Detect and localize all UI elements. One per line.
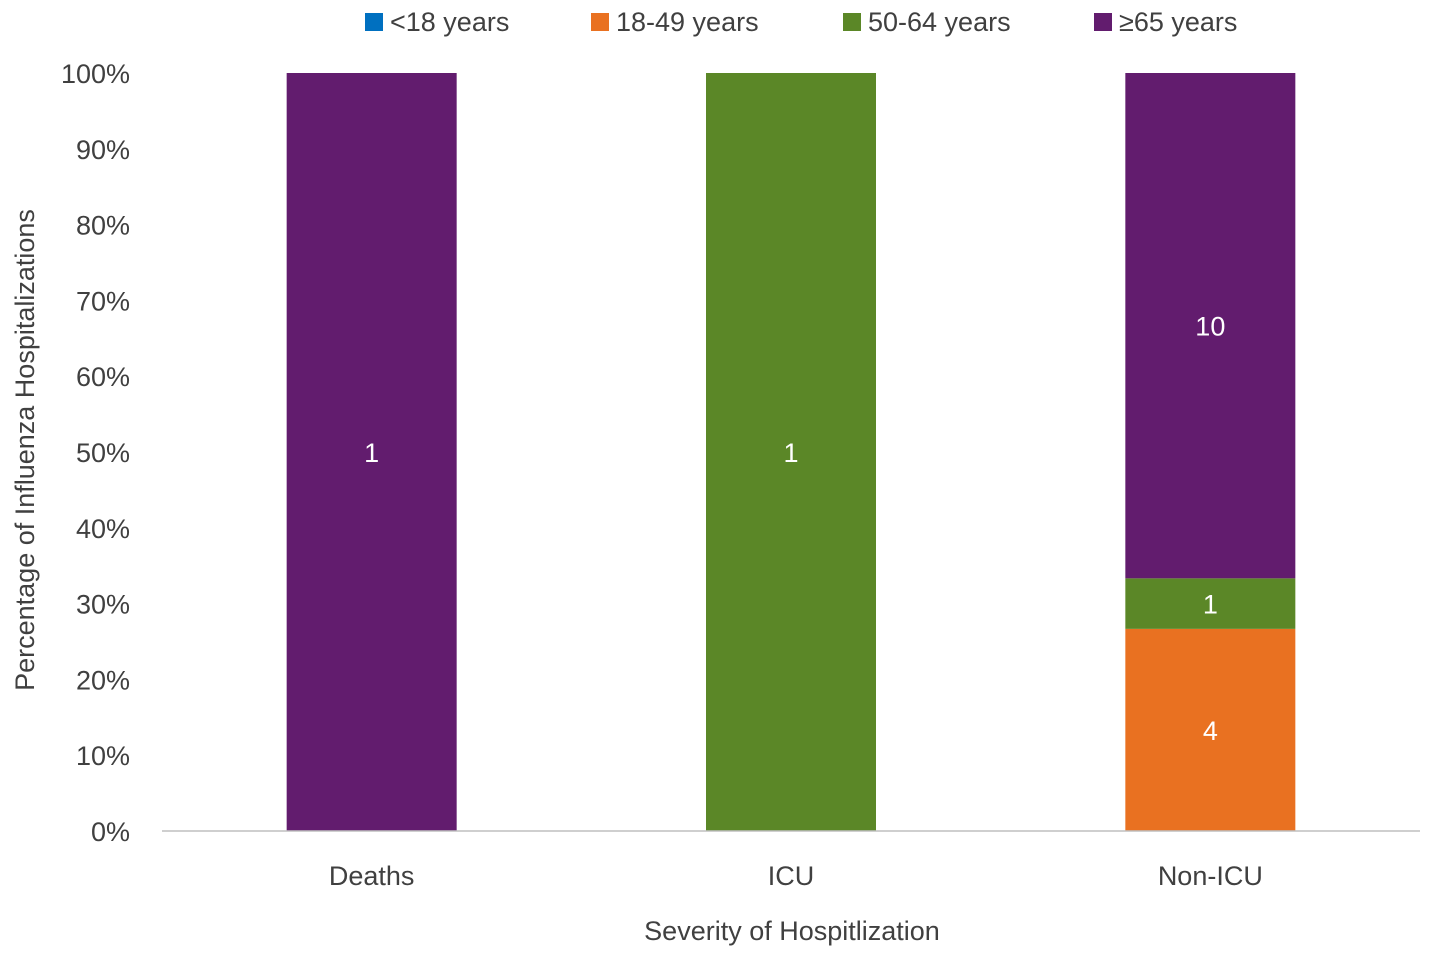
x-tick-label: Deaths bbox=[329, 861, 415, 891]
bar-segment bbox=[706, 73, 876, 831]
legend-label: 50-64 years bbox=[868, 7, 1011, 37]
y-axis: 0% 10% 20% 30% 40% 50% 60% 70% 80% 90% 100% bbox=[61, 59, 130, 847]
y-tick-label: 60% bbox=[76, 362, 130, 392]
data-label: 1 bbox=[1203, 590, 1218, 620]
legend-label: <18 years bbox=[390, 7, 509, 37]
y-tick-label: 40% bbox=[76, 514, 130, 544]
y-tick-label: 80% bbox=[76, 211, 130, 241]
bars bbox=[286, 73, 1296, 831]
y-tick-label: 90% bbox=[76, 135, 130, 165]
y-tick-label: 0% bbox=[91, 817, 130, 847]
x-axis-title: Severity of Hospitlization bbox=[644, 916, 940, 946]
x-tick-label: ICU bbox=[768, 861, 815, 891]
bar-segment bbox=[1125, 628, 1296, 831]
x-axis: Deaths ICU Non-ICU bbox=[162, 830, 1420, 891]
data-label: 1 bbox=[364, 438, 379, 468]
data-label: 1 bbox=[783, 438, 798, 468]
bar-segment bbox=[286, 73, 457, 831]
y-tick-label: 100% bbox=[61, 59, 130, 89]
legend-swatch bbox=[843, 13, 861, 31]
y-tick-label: 70% bbox=[76, 286, 130, 316]
bar-segment bbox=[1125, 578, 1296, 629]
x-tick-label: Non-ICU bbox=[1158, 861, 1263, 891]
data-labels: 1 1 4 1 10 bbox=[364, 312, 1225, 746]
bar-segment bbox=[1125, 73, 1296, 579]
legend: <18 years 18-49 years 50-64 years ≥65 years bbox=[365, 7, 1237, 37]
y-tick-label: 50% bbox=[76, 438, 130, 468]
y-tick-label: 30% bbox=[76, 590, 130, 620]
legend-label: 18-49 years bbox=[616, 7, 759, 37]
y-tick-label: 10% bbox=[76, 741, 130, 771]
legend-swatch bbox=[365, 13, 383, 31]
legend-swatch bbox=[1094, 13, 1112, 31]
y-axis-title: Percentage of Influenza Hospitalizations bbox=[10, 209, 40, 691]
legend-label: ≥65 years bbox=[1119, 7, 1237, 37]
y-tick-label: 20% bbox=[76, 665, 130, 695]
data-label: 4 bbox=[1203, 716, 1218, 746]
data-label: 10 bbox=[1195, 312, 1225, 342]
legend-swatch bbox=[591, 13, 609, 31]
